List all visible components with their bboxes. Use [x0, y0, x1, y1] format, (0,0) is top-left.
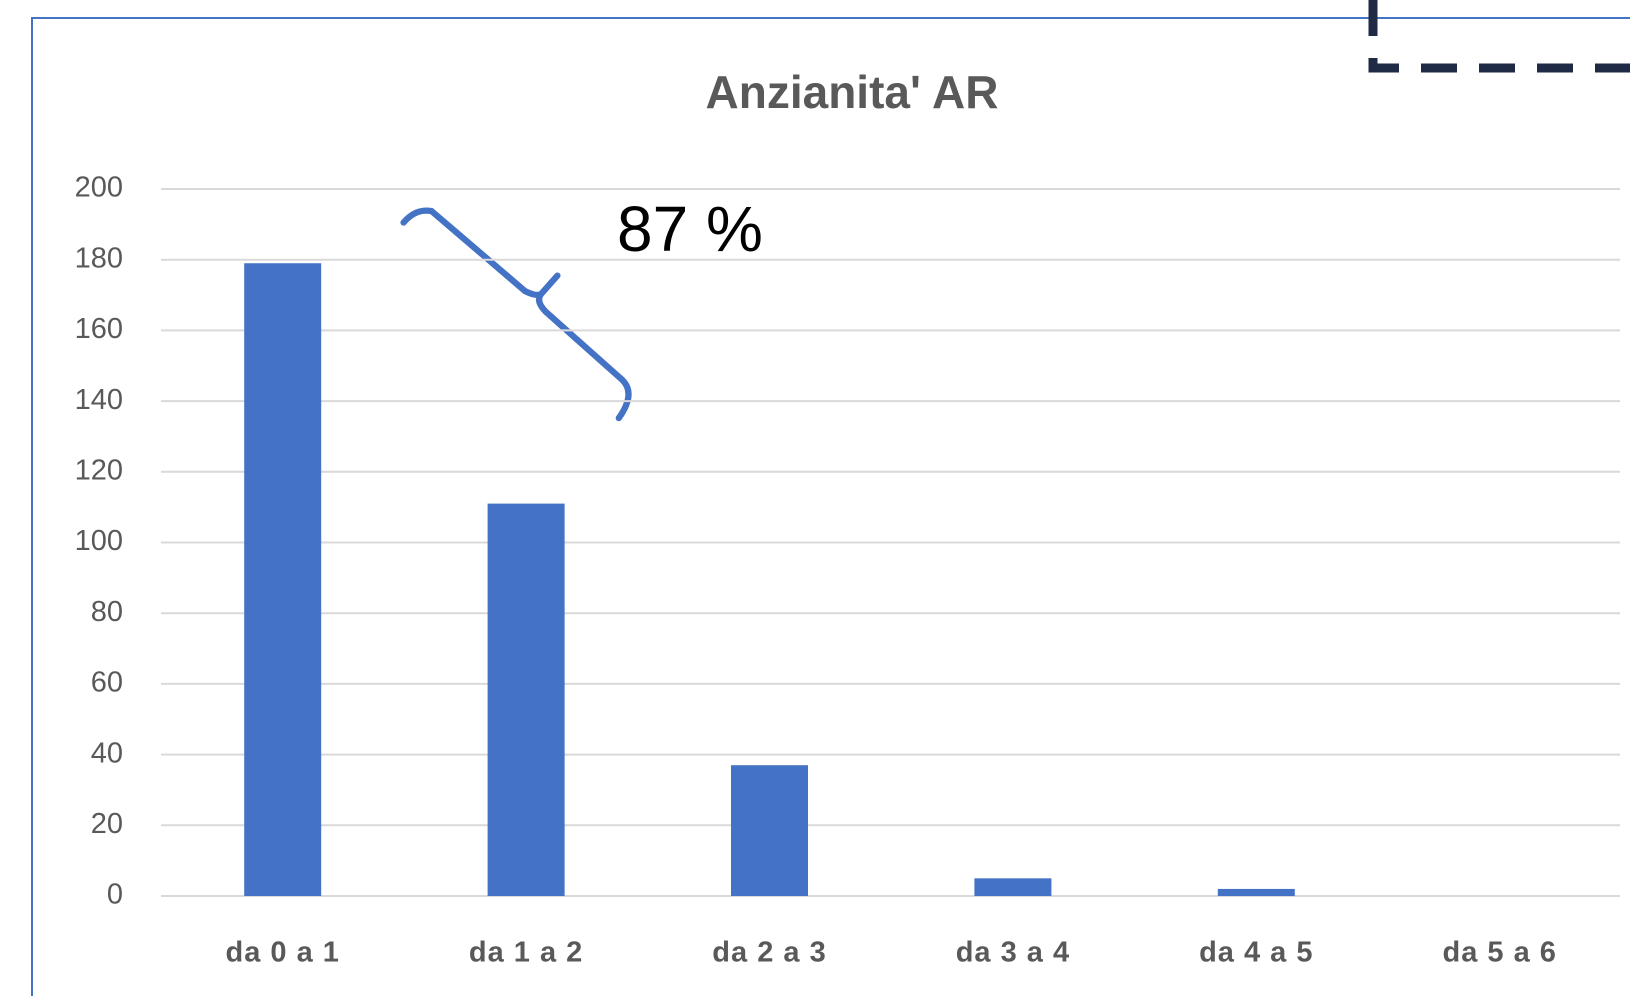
y-tick-label: 100: [75, 525, 123, 557]
bar: [487, 503, 565, 896]
y-tick-label: 140: [75, 384, 123, 416]
annotation: 87 %: [617, 193, 763, 265]
y-tick-label: 180: [75, 242, 123, 274]
bar: [974, 878, 1052, 896]
y-tick-label: 160: [75, 313, 123, 345]
x-tick-label: da 3 a 4: [956, 937, 1070, 969]
x-tick-label: da 2 a 3: [712, 937, 826, 969]
y-tick-label: 200: [75, 172, 123, 204]
bar: [244, 263, 322, 896]
x-tick-label: da 5 a 6: [1442, 937, 1556, 969]
y-tick-label: 60: [91, 667, 123, 699]
dashed-box: [1368, 0, 1630, 73]
bar: [731, 765, 808, 896]
y-tick-label: 40: [91, 737, 123, 769]
y-tick-label: 120: [75, 454, 123, 486]
x-tick-label: da 4 a 5: [1199, 937, 1313, 969]
brace: [400, 207, 632, 422]
y-tick-label: 0: [107, 879, 123, 911]
chart-title: Anzianita' AR: [706, 66, 999, 118]
x-tick-label: da 0 a 1: [225, 937, 339, 969]
bar: [1217, 888, 1295, 896]
x-tick-label: da 1 a 2: [469, 937, 583, 969]
y-tick-label: 80: [91, 596, 123, 628]
y-tick-label: 20: [91, 808, 123, 840]
